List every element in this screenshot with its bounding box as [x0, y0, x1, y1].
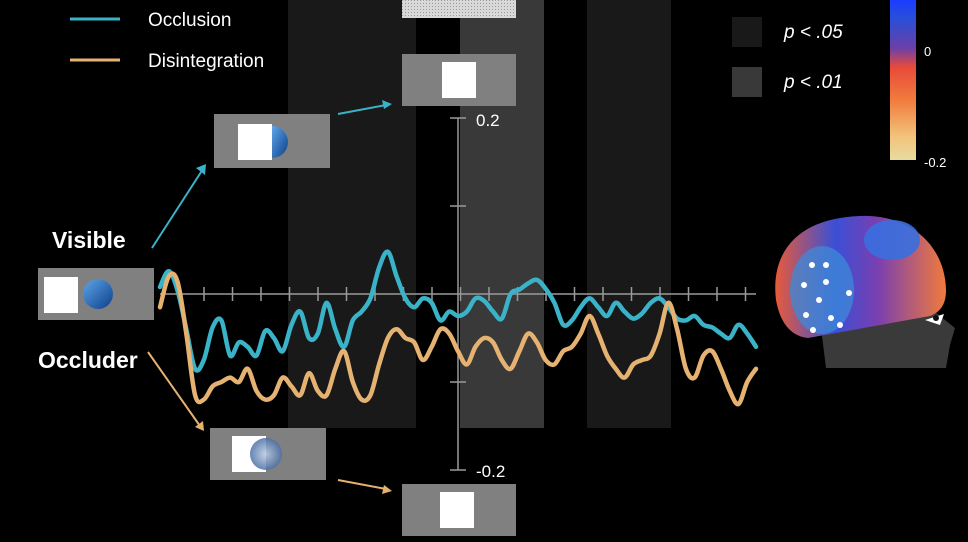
stimulus-disintegration-2 [402, 484, 516, 536]
stimulus-disintegration-1 [210, 428, 326, 480]
series-line-disintegration [157, 271, 759, 407]
electrode-markers [801, 262, 852, 333]
label-occluder: Occluder [38, 347, 138, 373]
stimulus-occlusion-1 [214, 114, 330, 168]
legend: Occlusion Disintegration [70, 10, 264, 72]
legend-label-occlusion: Occlusion [148, 10, 231, 31]
arrows [147, 100, 392, 494]
colorbar-tick-0: 0 [924, 44, 931, 59]
scalp-blue-region [790, 246, 854, 334]
sig-swatch-p05 [732, 17, 762, 47]
sig-band-p05 [587, 0, 671, 428]
head-topography-map [775, 215, 955, 368]
stimulus-occlusion-2 [402, 54, 516, 106]
arrow-occlusion-2 [337, 104, 387, 115]
series-line-occlusion [157, 249, 759, 373]
sig-label-p05: p < .05 [783, 22, 843, 43]
arrow-disintegration-1 [147, 351, 201, 427]
y-tick-label-top: 0.2 [476, 111, 500, 130]
significance-legend: p < .05 p < .01 [732, 17, 843, 97]
sig-label-p01: p < .01 [783, 72, 843, 93]
colorbar-gradient [890, 0, 916, 160]
label-visible: Visible [52, 227, 126, 253]
scalp-blue-region [864, 220, 920, 260]
y-tick-label-bottom: -0.2 [476, 462, 505, 481]
arrow-occlusion-1 [151, 168, 204, 249]
colorbar-tick-min: -0.2 [924, 155, 946, 170]
colorbar: 0 -0.2 [890, 0, 946, 170]
sig-band-p05 [288, 0, 416, 428]
stimulus-top [402, 0, 516, 18]
head-eye [933, 315, 939, 321]
sig-swatch-p01 [732, 67, 762, 97]
series-layer [157, 249, 759, 407]
stimulus-visible [38, 268, 154, 320]
arrow-disintegration-2 [337, 479, 387, 490]
legend-label-disintegration: Disintegration [148, 51, 264, 72]
